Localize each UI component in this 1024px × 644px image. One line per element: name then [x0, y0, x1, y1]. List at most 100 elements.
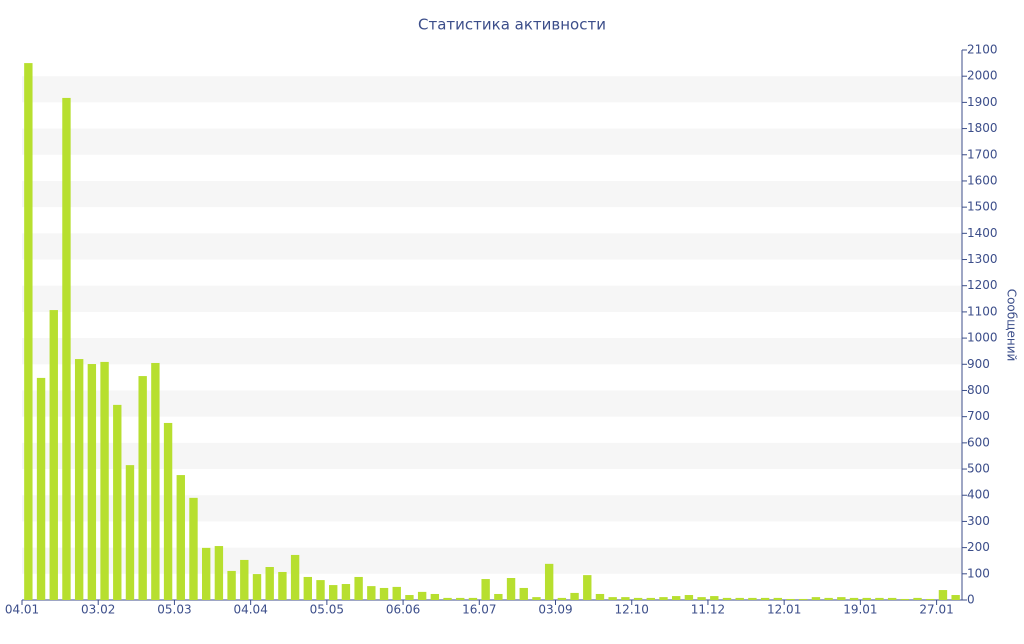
y-tick-label: 400 [967, 488, 990, 502]
chart-title: Статистика активности [418, 16, 606, 34]
x-tick-label: 27.01 [919, 603, 953, 617]
bar [265, 567, 274, 600]
bar [290, 554, 300, 600]
bar [430, 593, 440, 600]
grid-band [22, 180, 962, 208]
bar [329, 585, 338, 600]
grid-band [22, 495, 962, 522]
y-tick-label: 1200 [967, 278, 998, 292]
bar [938, 590, 948, 600]
bar [811, 597, 821, 600]
bar [100, 361, 109, 600]
bar [125, 465, 135, 600]
y-tick-label: 1700 [967, 147, 998, 161]
grid-band [22, 285, 962, 312]
y-tick-label: 300 [967, 514, 990, 528]
bar [468, 597, 478, 600]
bar [544, 563, 554, 600]
bar [748, 597, 757, 600]
y-tick-label: 2100 [967, 43, 998, 57]
bar [443, 597, 452, 600]
bar [392, 586, 401, 600]
bar [913, 597, 922, 600]
bar [557, 597, 567, 600]
y-tick-label: 1000 [967, 331, 998, 345]
bar [303, 576, 313, 600]
bar [862, 597, 871, 600]
x-tick-label: 04.01 [5, 603, 39, 617]
y-tick-label: 100 [967, 566, 990, 580]
bar [671, 596, 681, 600]
x-tick-label: 03.02 [81, 603, 115, 617]
y-axis-label: Сообщений [1005, 289, 1019, 362]
bar [405, 595, 414, 600]
bar [240, 559, 249, 600]
y-tick-label: 1100 [967, 304, 998, 318]
bar [252, 574, 262, 600]
grid-band [22, 547, 962, 574]
bar [36, 377, 46, 600]
grid-band [22, 442, 962, 470]
bar [659, 597, 668, 600]
bar [646, 597, 655, 600]
x-tick-label: 11.12 [691, 603, 725, 617]
bar [201, 547, 211, 600]
x-tick-label: 12.01 [767, 603, 801, 617]
x-tick-label: 05.03 [157, 603, 191, 617]
bar [227, 570, 236, 600]
y-tick-label: 2000 [967, 69, 998, 83]
y-tick-label: 1500 [967, 200, 998, 214]
bar [532, 597, 541, 600]
bar [354, 576, 363, 600]
bar [621, 597, 630, 600]
bar [379, 587, 389, 600]
bar [570, 592, 579, 600]
y-tick-label: 1600 [967, 173, 998, 187]
bar [278, 571, 287, 600]
bar [786, 598, 795, 600]
bar [24, 63, 33, 601]
bar [163, 422, 173, 600]
bar [189, 497, 198, 600]
bar [710, 596, 719, 600]
bar [722, 597, 732, 600]
bar [506, 578, 516, 600]
bar [697, 597, 706, 600]
bar [875, 597, 884, 600]
bar [837, 597, 846, 600]
bar [176, 475, 185, 600]
bar [849, 597, 859, 600]
bar [926, 598, 935, 600]
bar [799, 598, 808, 600]
x-tick-label: 04.04 [233, 603, 267, 617]
y-tick-label: 1800 [967, 121, 998, 135]
grid-band [22, 338, 962, 365]
bar [900, 598, 910, 600]
bar [113, 404, 122, 600]
y-tick-label: 900 [967, 357, 990, 371]
y-tick-label: 500 [967, 462, 990, 476]
grid-band [22, 76, 962, 103]
x-tick-label: 05.05 [310, 603, 344, 617]
grid-band [22, 390, 962, 417]
x-tick-label: 12.10 [615, 603, 649, 617]
bar [151, 362, 160, 600]
bar [214, 546, 224, 600]
bar [633, 597, 643, 600]
x-tick-label: 19.01 [843, 603, 877, 617]
y-tick-label: 1900 [967, 95, 998, 109]
bar [456, 597, 465, 600]
bar [481, 579, 490, 600]
y-tick-label: 1300 [967, 252, 998, 266]
bar [608, 597, 617, 600]
bar [87, 364, 97, 600]
bar [367, 586, 376, 600]
x-tick-label: 16.07 [462, 603, 496, 617]
bar [74, 359, 84, 600]
bar [49, 310, 58, 600]
bar [316, 580, 325, 600]
y-tick-label: 0 [967, 593, 975, 607]
bar [684, 595, 694, 600]
